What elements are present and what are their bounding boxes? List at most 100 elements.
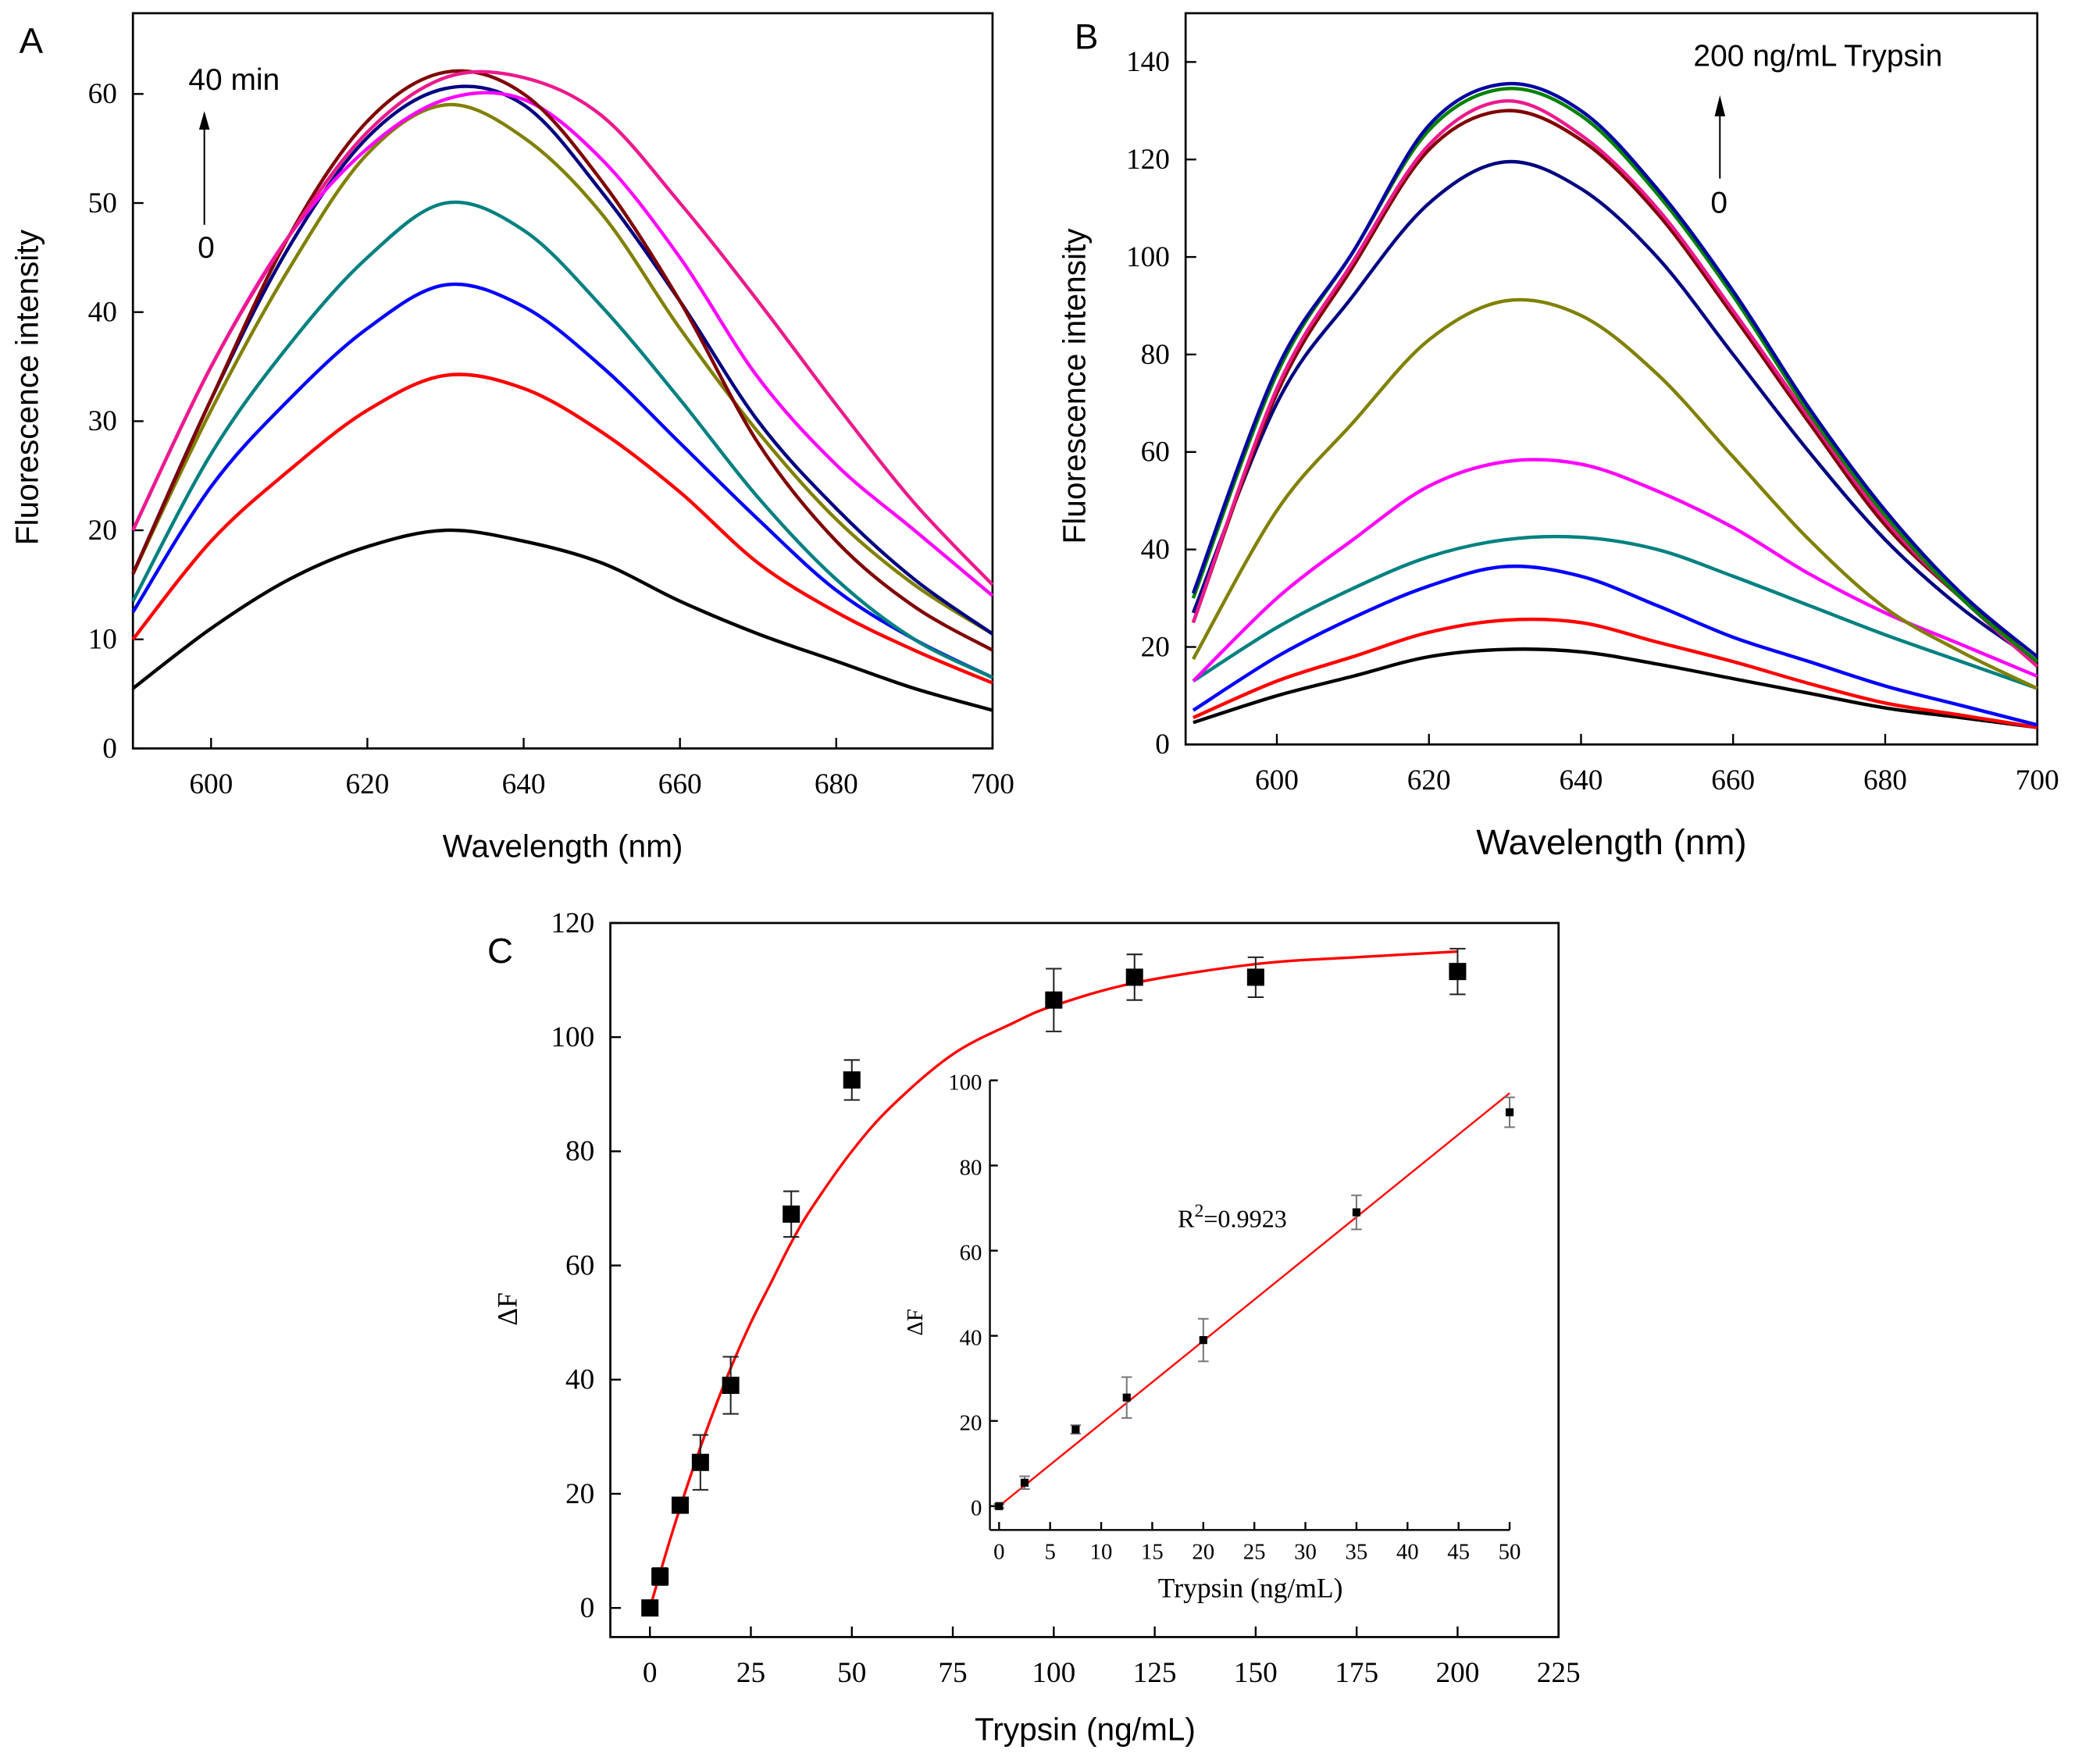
inset-x-tick-label: 25 xyxy=(1243,1540,1266,1565)
inset-x-tick-label: 45 xyxy=(1447,1540,1470,1565)
panel-a-series-line xyxy=(131,528,993,712)
x-axis-label-c: Trypsin (ng/mL) xyxy=(975,1712,1196,1748)
panel-c-x-tick-label: 100 xyxy=(1032,1657,1075,1689)
panel-a-axes: 600 620 640 660 680 700 0 10 20 30 40 50 60 xyxy=(88,12,1014,800)
r2-letter: R xyxy=(1178,1204,1195,1232)
inset-data-point xyxy=(1122,1393,1131,1402)
panel-a-x-tick-label: 600 xyxy=(189,768,233,800)
panel-c-fit-line xyxy=(648,950,1458,1609)
panel-letter-c: C xyxy=(487,931,513,971)
inset-y-tick-label: 20 xyxy=(960,1411,982,1436)
panel-c-data-point xyxy=(783,1205,800,1223)
arrow-head-icon xyxy=(1714,94,1726,117)
panel-b-y-tick-label: 140 xyxy=(1126,46,1170,78)
panel-b-y-tick-label: 80 xyxy=(1141,339,1170,371)
panel-b-series-line xyxy=(1191,109,2039,663)
inset-y-tick-label: 100 xyxy=(948,1070,982,1095)
inset-axes: 0 5 10 15 20 25 30 35 40 45 50 0 20 40 60 80 100 xyxy=(948,1070,1521,1564)
panel-b-x-tick-label: 640 xyxy=(1560,764,1603,796)
panel-c-data-point xyxy=(641,1599,659,1617)
panel-c-data-point xyxy=(651,1567,669,1585)
panel-a-frame xyxy=(131,12,994,750)
inset-y-tick-label: 40 xyxy=(960,1325,982,1350)
panel-c-data-point xyxy=(1246,968,1264,986)
panel-c-x-tick-label: 175 xyxy=(1335,1657,1378,1689)
panel-b-series-line xyxy=(1193,647,2038,729)
inset-x-tick-label: 50 xyxy=(1499,1540,1521,1565)
panel-a-y-tick-label: 0 xyxy=(102,732,117,764)
r2-superscript: 2 xyxy=(1194,1201,1203,1221)
panel-c-x-tick-label: 125 xyxy=(1133,1657,1177,1689)
annotation-zero-a: 0 xyxy=(198,231,215,265)
panel-letter-a: A xyxy=(20,21,44,61)
inset-x-tick-label: 5 xyxy=(1044,1540,1055,1565)
panel-c-data-point xyxy=(843,1071,861,1089)
panel-a-x-tick-label: 640 xyxy=(502,768,546,800)
inset-x-tick-label: 40 xyxy=(1396,1540,1419,1565)
panel-b-y-tick-label: 0 xyxy=(1155,729,1170,761)
panel-a-y-tick-label: 40 xyxy=(88,297,117,329)
panel-b-y-tick-label: 60 xyxy=(1141,437,1170,469)
inset-x-tick-label: 15 xyxy=(1141,1540,1164,1565)
panel-b-series-line xyxy=(1191,159,2038,664)
panel-b-y-tick-label: 40 xyxy=(1141,534,1170,566)
panel-a-y-tick-label: 10 xyxy=(88,624,117,656)
panel-c-data-point xyxy=(1045,991,1063,1009)
panel-c-y-tick-label: 60 xyxy=(565,1249,594,1281)
panel-b-series-line xyxy=(1193,617,2038,729)
panel-c-data-point xyxy=(671,1496,689,1514)
panel-a-x-tick-label: 700 xyxy=(971,768,1014,800)
panel-b-series-line xyxy=(1192,564,2038,727)
panel-b-x-tick-label: 700 xyxy=(2016,764,2059,796)
r-squared-label: R2=0.9923 xyxy=(1178,1201,1287,1233)
panel-a-x-tick-label: 620 xyxy=(345,768,389,800)
panel-b-x-tick-label: 620 xyxy=(1407,764,1451,796)
panel-a-y-tick-label: 60 xyxy=(88,78,117,110)
panel-a-x-tick-label: 680 xyxy=(815,768,858,800)
panel-c-x-tick-label: 0 xyxy=(643,1657,658,1689)
inset-data-point xyxy=(1199,1336,1207,1345)
panel-a-y-tick-label: 20 xyxy=(88,515,117,547)
panel-b-y-tick-label: 100 xyxy=(1126,241,1170,273)
inset-data-point xyxy=(1020,1478,1029,1487)
panel-a-series-line xyxy=(131,200,993,679)
panel-a-series-line xyxy=(131,69,993,652)
panel-c-y-tick-label: 120 xyxy=(551,907,594,939)
panel-c-data-point xyxy=(1125,968,1143,986)
y-axis-label-c: ΔF xyxy=(491,1292,522,1326)
inset-x-tick-label: 35 xyxy=(1346,1540,1368,1565)
inset-y-axis-label: ΔF xyxy=(903,1309,928,1336)
inset-y-tick-label: 80 xyxy=(960,1155,982,1180)
panel-a: A Wavelength (nm) Fluorescence intensity… xyxy=(9,21,683,864)
panel-c-x-tick-label: 75 xyxy=(938,1657,967,1689)
panel-a-x-tick-label: 660 xyxy=(658,768,702,800)
inset-data-point xyxy=(1352,1208,1361,1217)
panel-b-frame xyxy=(1184,12,2039,746)
panel-c: C Trypsin (ng/mL) ΔF Trypsin (ng/mL) ΔF … xyxy=(487,931,1342,1748)
y-axis-label-a: Fluorescence intensity xyxy=(9,229,45,545)
panel-b-series-line xyxy=(1192,534,2038,690)
panel-b-y-tick-label: 120 xyxy=(1126,144,1170,176)
panel-b-x-tick-label: 600 xyxy=(1255,764,1299,796)
panel-b-series-line xyxy=(1191,298,2038,690)
inset-y-tick-label: 60 xyxy=(960,1240,982,1265)
panel-c-x-tick-label: 200 xyxy=(1435,1657,1479,1689)
panel-b-series-line xyxy=(1192,458,2038,682)
inset-data-point xyxy=(995,1502,1004,1510)
panel-b-y-tick-label: 20 xyxy=(1141,631,1170,663)
x-axis-label-a: Wavelength (nm) xyxy=(443,828,683,864)
panel-c-x-tick-label: 50 xyxy=(837,1657,866,1689)
panel-b-series-line xyxy=(1191,81,2039,658)
panel-b-series-line xyxy=(1191,99,2039,668)
inset-x-tick-label: 30 xyxy=(1294,1540,1317,1565)
panel-a-series-line xyxy=(131,282,993,679)
panel-c-y-tick-label: 20 xyxy=(565,1478,594,1510)
panel-c-x-tick-label: 225 xyxy=(1537,1657,1581,1689)
panel-a-y-tick-label: 30 xyxy=(88,405,117,437)
panel-c-y-tick-label: 100 xyxy=(551,1021,594,1053)
panel-a-series-line xyxy=(131,102,994,636)
annotation-200-trypsin: 200 ng/mL Trypsin xyxy=(1693,40,1942,73)
panel-c-data-point xyxy=(1449,963,1467,981)
panel-c-y-tick-label: 80 xyxy=(565,1135,594,1167)
